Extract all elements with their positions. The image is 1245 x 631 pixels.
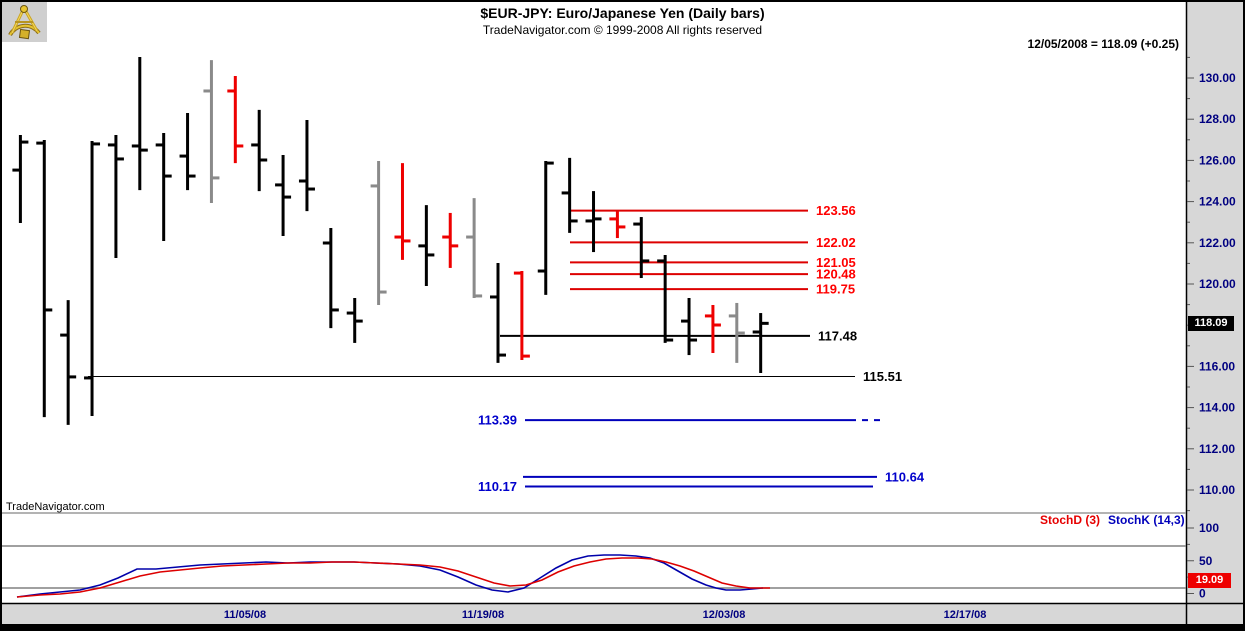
chart-title: $EUR-JPY: Euro/Japanese Yen (Daily bars) (480, 5, 765, 21)
price-axis-label: 116.00 (1199, 359, 1235, 373)
price-level-label: 115.51 (863, 369, 902, 384)
date-axis-bar (2, 604, 1243, 625)
price-level-label: 113.39 (478, 413, 517, 428)
chart-subtitle: TradeNavigator.com © 1999-2008 All right… (482, 23, 763, 37)
stochd-curve (16, 557, 770, 598)
bottom-border-strip (0, 624, 1245, 631)
price-level-label: 110.17 (478, 479, 517, 494)
price-axis-label: 130.00 (1199, 71, 1236, 85)
price-axis-label: 122.00 (1199, 236, 1236, 250)
date-axis-label: 11/19/08 (462, 609, 504, 621)
stochk-curve (16, 554, 764, 598)
stochd-legend-label[interactable]: StochD (3) (1040, 513, 1100, 527)
price-axis-label: 126.00 (1199, 153, 1236, 167)
watermark-text: TradeNavigator.com (6, 501, 105, 513)
stoch-axis-label: 0 (1199, 587, 1206, 601)
stoch-axis-label: 50 (1199, 554, 1213, 568)
tradenavigator-logo[interactable] (2, 2, 47, 42)
price-level-label: 110.64 (885, 469, 925, 484)
price-level-label: 122.02 (816, 235, 856, 250)
price-level-label: 121.05 (816, 255, 856, 270)
last-price-badge: 118.09 (1188, 316, 1234, 331)
last-quote-readout: 12/05/2008 = 118.09 (+0.25) (1027, 37, 1179, 51)
sextant-icon (8, 5, 41, 40)
price-axis-strip (1186, 2, 1243, 625)
stoch-value-badge: 19.09 (1188, 573, 1231, 588)
stochk-legend-label[interactable]: StochK (14,3) (1108, 513, 1185, 527)
date-axis-label: 12/03/08 (703, 609, 746, 621)
price-level-label: 120.48 (816, 267, 856, 282)
stoch-axis-label: 100 (1199, 521, 1219, 535)
price-level-label: 123.56 (816, 203, 856, 218)
price-level-label: 119.75 (816, 282, 855, 297)
price-axis-label: 112.00 (1199, 442, 1235, 456)
date-axis-label: 12/17/08 (944, 609, 987, 621)
price-level-label: 117.48 (818, 328, 857, 343)
price-axis-label: 120.00 (1199, 277, 1236, 291)
price-axis-label: 114.00 (1199, 401, 1235, 415)
price-axis-label: 110.00 (1199, 483, 1235, 497)
price-axis-label: 124.00 (1199, 195, 1236, 209)
date-axis-label: 11/05/08 (224, 609, 266, 621)
price-axis-label: 128.00 (1199, 112, 1236, 126)
